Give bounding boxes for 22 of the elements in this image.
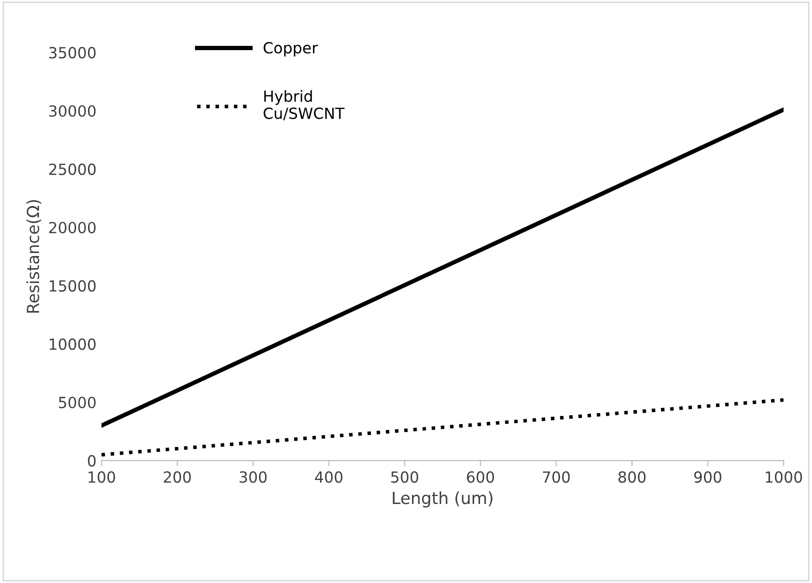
x-tick-label: 300: [240, 471, 267, 483]
y-tick-label: 25000: [49, 164, 96, 176]
x-tick-label: 1000: [766, 471, 802, 483]
y-tick-label: 30000: [49, 105, 96, 117]
x-axis-title: Length (um): [392, 491, 492, 508]
x-tick-label: 900: [694, 471, 722, 483]
legend-label: Hybrid Cu/SWCNT: [264, 90, 345, 120]
y-axis-title: Resistance(Ω): [26, 200, 42, 313]
x-tick-label: 200: [164, 471, 191, 483]
y-tick-label: 20000: [49, 222, 96, 234]
y-tick-label: 5000: [58, 396, 96, 408]
x-tick-label: 500: [391, 471, 418, 483]
x-tick-label: 600: [466, 471, 494, 483]
x-tick-label: 400: [315, 471, 342, 483]
y-tick-label: 15000: [50, 280, 96, 292]
y-tick-label: 10000: [50, 338, 96, 350]
x-tick-label: 700: [542, 471, 570, 483]
y-tick-label: 35000: [49, 46, 96, 58]
y-tick-label: 0: [88, 455, 96, 467]
legend-label: Copper: [264, 42, 318, 57]
x-tick-label: 800: [618, 471, 646, 483]
x-tick-label: 100: [88, 471, 116, 483]
